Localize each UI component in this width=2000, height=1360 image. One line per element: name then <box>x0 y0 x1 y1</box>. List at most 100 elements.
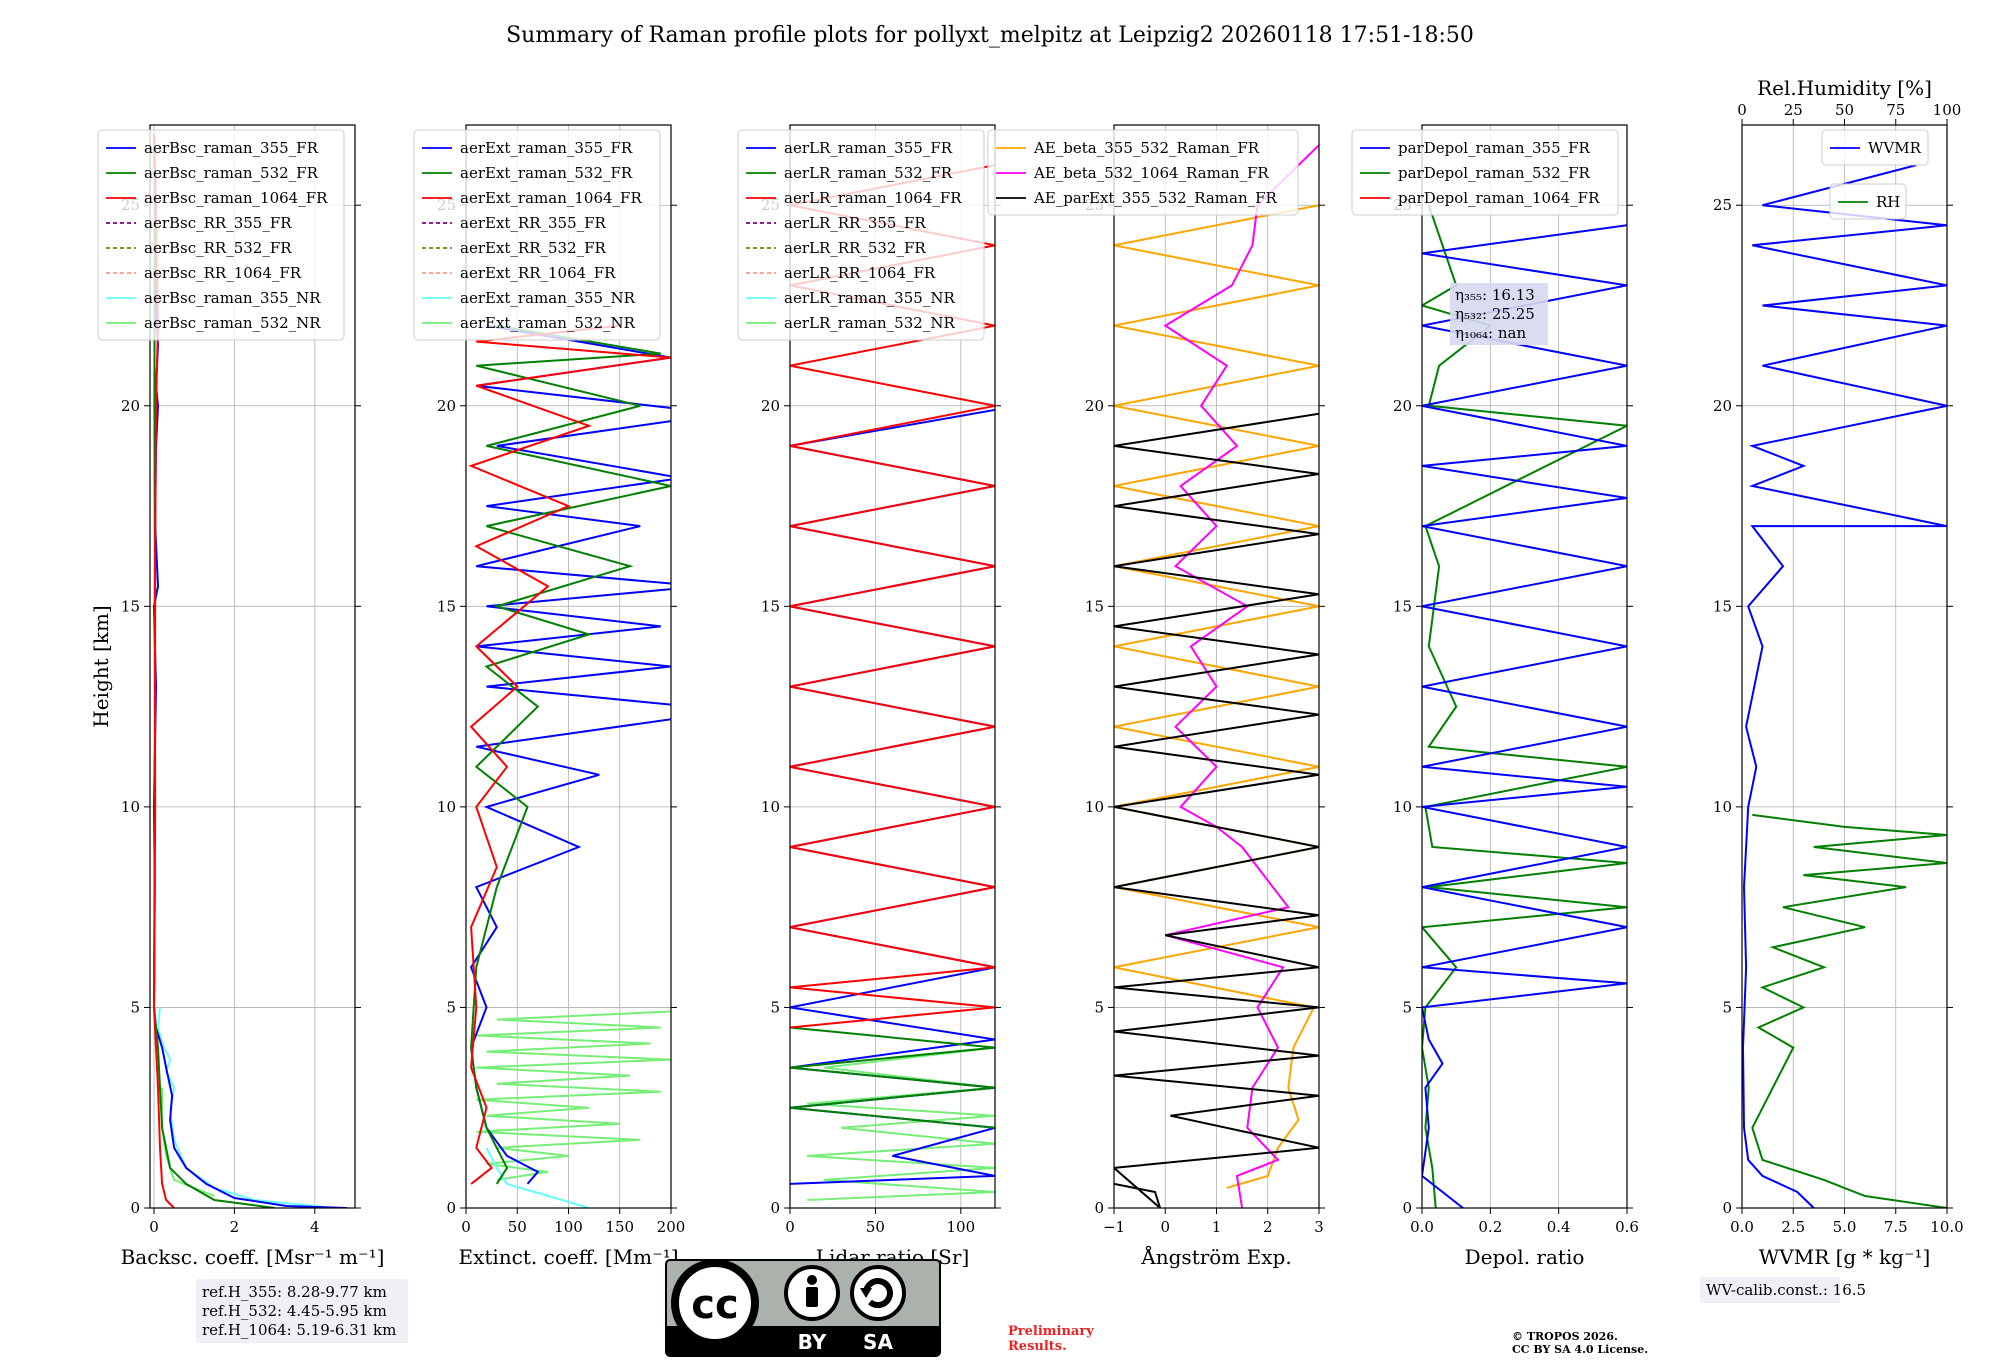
panels: 0240510152025Backsc. coeff. [Msr⁻¹ m⁻¹]H… <box>89 76 1964 1269</box>
y-tick-label: 10 <box>437 798 456 816</box>
series-line-AE_beta_355_532_Raman_FR <box>1114 204 1319 1189</box>
sa-label: SA <box>863 1330 893 1354</box>
eta-355: η₃₅₅: 16.13 <box>1455 286 1535 304</box>
legend-label: aerExt_raman_355_FR <box>460 139 633 157</box>
legend-label: aerBsc_raman_1064_FR <box>144 189 328 207</box>
top-x-axis-label: Rel.Humidity [%] <box>1757 76 1932 100</box>
y-tick-label: 5 <box>770 998 780 1016</box>
y-tick-label: 5 <box>446 998 456 1016</box>
sa-arrow-arc <box>863 1278 893 1309</box>
y-tick-label: 0 <box>1722 1199 1732 1217</box>
series-line-aerBsc_raman_532_FR <box>152 132 275 1208</box>
y-tick-label: 15 <box>1713 597 1732 615</box>
series-line-aerExt_raman_532_NR <box>476 1010 671 1181</box>
y-tick-label: 10 <box>121 798 140 816</box>
series-line-aerBsc_raman_1064_FR <box>152 132 175 1208</box>
legend-label: RH <box>1876 193 1900 211</box>
x-axis-label: WVMR [g * kg⁻¹] <box>1759 1245 1931 1269</box>
by-label: BY <box>798 1330 827 1354</box>
legend-label: aerExt_raman_532_NR <box>460 314 636 332</box>
y-tick-label: 10 <box>1713 798 1732 816</box>
y-tick-label: 0 <box>770 1199 780 1217</box>
top-x-tick-label: 100 <box>1933 101 1962 119</box>
panel-ext: 0501001502000510152025Extinct. coeff. [M… <box>413 124 686 1269</box>
y-tick-label: 5 <box>130 998 140 1016</box>
x-tick-label: 0.0 <box>1410 1218 1434 1236</box>
legend-label: AE_beta_532_1064_Raman_FR <box>1033 164 1269 182</box>
cc-logo-text: cc <box>691 1282 738 1328</box>
x-tick-label: 0 <box>149 1218 159 1236</box>
x-tick-label: 50 <box>508 1218 527 1236</box>
x-tick-label: 2 <box>230 1218 240 1236</box>
x-tick-label: 200 <box>657 1218 686 1236</box>
legend-label: aerLR_raman_532_NR <box>784 314 955 332</box>
panel-bsc: 0240510152025Backsc. coeff. [Msr⁻¹ m⁻¹]H… <box>89 124 385 1269</box>
x-tick-label: 2.5 <box>1781 1218 1805 1236</box>
top-x-tick-label: 25 <box>1784 101 1803 119</box>
y-tick-label: 20 <box>1085 397 1104 415</box>
legend-label: AE_parExt_355_532_Raman_FR <box>1033 189 1278 207</box>
x-tick-label: 5.0 <box>1833 1218 1857 1236</box>
legend-box <box>1821 129 1929 166</box>
y-tick-label: 5 <box>1094 998 1104 1016</box>
legend-box <box>987 129 1299 216</box>
eta-532: η₅₃₂: 25.25 <box>1455 305 1535 323</box>
legend-label: aerBsc_RR_532_FR <box>144 239 292 257</box>
cc-by-sa-logo: cc BY SA <box>665 1259 941 1357</box>
legend-box <box>1351 129 1619 216</box>
axes-frame <box>1113 124 1320 1209</box>
legend-label: aerExt_raman_1064_FR <box>460 189 642 207</box>
legend-label: parDepol_raman_1064_FR <box>1398 189 1600 207</box>
legend: AE_beta_355_532_Raman_FR AE_beta_532_1064… <box>987 129 1299 216</box>
legend-label: WVMR <box>1868 139 1922 157</box>
x-tick-label: 0 <box>785 1218 795 1236</box>
x-tick-label: −1 <box>1103 1218 1125 1236</box>
axes-frame <box>149 124 356 1209</box>
eta-box-bg <box>1450 283 1548 345</box>
legend-box <box>737 129 985 341</box>
legend: aerBsc_raman_355_FR aerBsc_raman_532_FRae… <box>97 129 345 341</box>
legend-label: parDepol_raman_532_FR <box>1398 164 1591 182</box>
series-line-aerExt_raman_355_FR <box>469 324 671 1185</box>
y-tick-label: 0 <box>1094 1199 1104 1217</box>
top-x-tick-label: 0 <box>1737 101 1747 119</box>
y-tick-label: 15 <box>121 597 140 615</box>
panel-depol: 0.00.20.40.60510152025Depol. ratioparDep… <box>1351 124 1639 1269</box>
x-tick-label: 50 <box>866 1218 885 1236</box>
legend: parDepol_raman_355_FR parDepol_raman_532_… <box>1351 129 1619 216</box>
x-axis-label: Backsc. coeff. [Msr⁻¹ m⁻¹] <box>121 1245 385 1269</box>
series-group <box>468 324 671 1208</box>
axes-frame <box>1421 124 1628 1209</box>
cc-circle-icon <box>671 1259 759 1347</box>
legend-box <box>97 129 345 341</box>
legend-label: aerLR_RR_532_FR <box>784 239 926 257</box>
copyright-line-2: CC BY SA 4.0 License. <box>1512 1343 1648 1356</box>
y-tick-label: 0 <box>446 1199 456 1217</box>
x-tick-label: 150 <box>605 1218 634 1236</box>
series-group <box>152 132 348 1208</box>
preliminary-line-2: Results. <box>1008 1339 1067 1354</box>
legend-label: aerBsc_RR_355_FR <box>144 214 292 232</box>
x-axis-label: Ångström Exp. <box>1140 1244 1291 1269</box>
x-tick-label: 10.0 <box>1930 1218 1963 1236</box>
ref-h-532: ref.H_532: 4.45-5.95 km <box>202 1302 387 1320</box>
x-tick-label: 100 <box>947 1218 976 1236</box>
y-tick-label: 20 <box>1393 397 1412 415</box>
series-line-WVMR <box>1742 164 1947 1208</box>
legend-label: aerLR_raman_355_NR <box>784 289 955 307</box>
sa-arrow-head <box>860 1288 872 1298</box>
legend: aerLR_raman_355_FR aerLR_raman_532_FR aerL… <box>737 129 985 341</box>
legend-label: aerLR_raman_355_FR <box>784 139 953 157</box>
x-tick-label: 0.2 <box>1478 1218 1502 1236</box>
reference-height-box: ref.H_355: 8.28-9.77 km ref.H_532: 4.45-… <box>196 1279 408 1343</box>
legend-label: aerBsc_raman_355_NR <box>144 289 321 307</box>
wv-calib-const: WV-calib.const.: 16.5 <box>1706 1281 1866 1299</box>
legend-label: aerExt_RR_355_FR <box>460 214 607 232</box>
x-axis-label: Extinct. coeff. [Mm⁻¹] <box>458 1245 678 1269</box>
y-tick-label: 0 <box>1402 1199 1412 1217</box>
y-tick-label: 10 <box>1393 798 1412 816</box>
series-line-AE_beta_532_1064_Raman_FR <box>1163 144 1319 1208</box>
copyright-line-1: © TROPOS 2026. <box>1512 1330 1618 1343</box>
wv-calib-box: WV-calib.const.: 16.5 <box>1700 1277 1866 1303</box>
